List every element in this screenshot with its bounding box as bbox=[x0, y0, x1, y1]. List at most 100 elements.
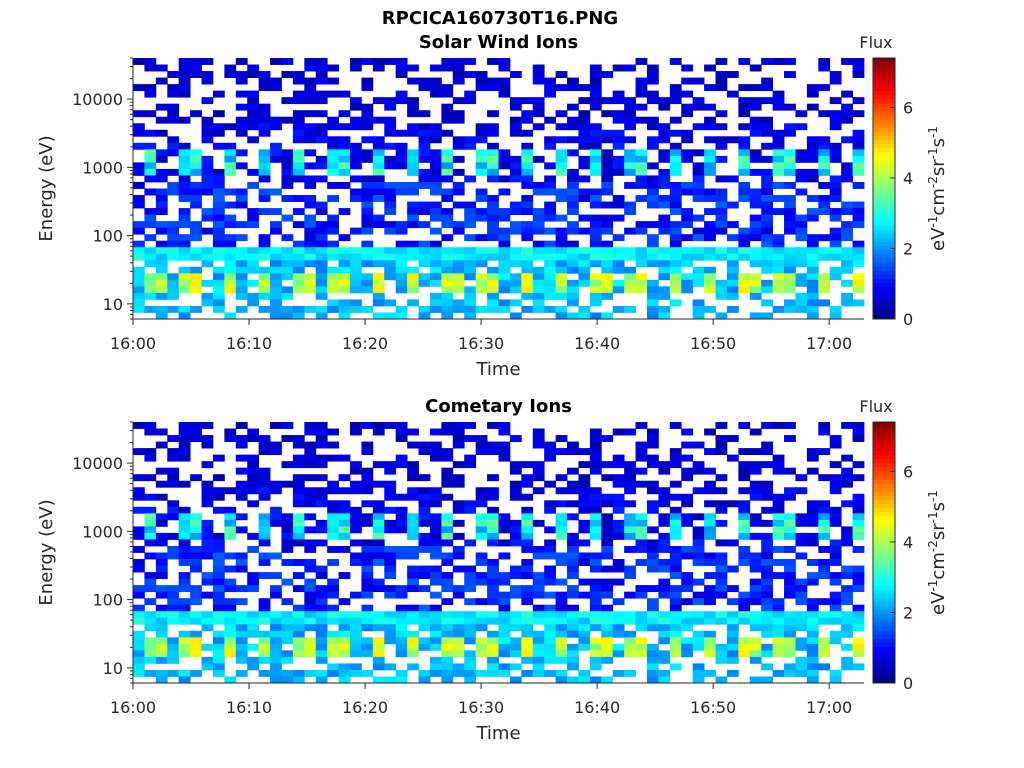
heatmap-cell bbox=[669, 227, 682, 235]
heatmap-cell bbox=[646, 643, 659, 651]
heatmap-cell bbox=[327, 279, 339, 287]
heatmap-cell bbox=[624, 513, 636, 521]
heatmap-cell bbox=[441, 428, 454, 436]
heatmap-cell bbox=[829, 604, 842, 612]
heatmap-cell bbox=[498, 591, 511, 599]
heatmap-cell bbox=[601, 545, 614, 553]
heatmap-cell bbox=[646, 526, 659, 534]
heatmap-cell bbox=[155, 286, 168, 294]
heatmap-cell bbox=[818, 181, 831, 189]
heatmap-cell bbox=[829, 253, 842, 261]
heatmap-cell bbox=[292, 676, 305, 684]
heatmap-cell bbox=[509, 591, 522, 599]
heatmap-cell bbox=[841, 591, 853, 599]
heatmap-cell bbox=[532, 253, 545, 261]
heatmap-cell bbox=[418, 572, 431, 580]
heatmap-cell bbox=[487, 208, 499, 216]
heatmap-cell bbox=[384, 312, 397, 320]
heatmap-cell bbox=[418, 201, 431, 209]
heatmap-cell bbox=[315, 643, 328, 651]
heatmap-cell bbox=[144, 90, 157, 98]
heatmap-cell bbox=[304, 578, 317, 586]
heatmap-cell bbox=[509, 162, 522, 170]
heatmap-cell bbox=[350, 611, 362, 619]
heatmap-cell bbox=[155, 312, 168, 320]
heatmap-cell bbox=[795, 643, 808, 651]
heatmap-cell bbox=[852, 604, 865, 612]
heatmap-cell bbox=[429, 175, 442, 183]
heatmap-cell bbox=[567, 585, 579, 593]
heatmap-cell bbox=[715, 552, 728, 560]
heatmap-cell bbox=[372, 247, 385, 255]
heatmap-cell bbox=[441, 266, 454, 274]
heatmap-cell bbox=[761, 545, 774, 553]
heatmap-cell bbox=[418, 585, 431, 593]
heatmap-cell bbox=[247, 532, 260, 540]
heatmap-cell bbox=[829, 247, 842, 255]
heatmap-cell bbox=[487, 162, 499, 170]
heatmap-cell bbox=[372, 617, 385, 625]
colorbar-swatch bbox=[873, 581, 895, 586]
heatmap-cell bbox=[544, 305, 557, 313]
heatmap-cell bbox=[441, 598, 454, 606]
heatmap-cell bbox=[487, 253, 499, 261]
heatmap-cell bbox=[829, 539, 842, 547]
heatmap-cell bbox=[669, 97, 682, 105]
heatmap-cell bbox=[338, 253, 351, 261]
heatmap-cell bbox=[475, 84, 488, 92]
heatmap-cell bbox=[224, 162, 237, 170]
heatmap-cell bbox=[749, 624, 762, 632]
heatmap-cell bbox=[544, 201, 557, 209]
heatmap-cell bbox=[841, 247, 853, 255]
heatmap-cell bbox=[235, 286, 248, 294]
heatmap-cell bbox=[521, 474, 534, 482]
heatmap-cell bbox=[772, 240, 785, 248]
heatmap-cell bbox=[749, 585, 762, 593]
heatmap-cell bbox=[555, 578, 568, 586]
heatmap-cell bbox=[784, 71, 796, 78]
heatmap-cell bbox=[304, 591, 317, 599]
heatmap-cell bbox=[235, 266, 248, 274]
colorbar-swatch bbox=[873, 286, 895, 291]
heatmap-cell bbox=[635, 175, 648, 183]
heatmap-cell bbox=[532, 286, 545, 294]
heatmap-cell bbox=[281, 58, 294, 65]
heatmap-cell bbox=[167, 611, 180, 619]
heatmap-cell bbox=[852, 155, 865, 163]
heatmap-cell bbox=[475, 611, 488, 619]
heatmap-cell bbox=[692, 539, 705, 547]
heatmap-cell bbox=[235, 71, 248, 78]
heatmap-cell bbox=[292, 208, 305, 216]
heatmap-cell bbox=[829, 637, 842, 645]
heatmap-cell bbox=[852, 650, 865, 658]
heatmap-cell bbox=[475, 598, 488, 606]
heatmap-cell bbox=[441, 448, 454, 456]
heatmap-cell bbox=[749, 253, 762, 261]
heatmap-cell bbox=[361, 84, 374, 92]
heatmap-cell bbox=[784, 624, 796, 632]
heatmap-cell bbox=[726, 435, 739, 442]
heatmap-cell bbox=[361, 175, 374, 183]
heatmap-cell bbox=[761, 299, 774, 307]
heatmap-cell bbox=[212, 110, 225, 118]
heatmap-cell bbox=[806, 500, 819, 508]
heatmap-cell bbox=[338, 663, 351, 671]
heatmap-cell bbox=[658, 650, 671, 658]
heatmap-cell bbox=[761, 58, 774, 65]
heatmap-cell bbox=[327, 454, 339, 462]
heatmap-cell bbox=[635, 77, 648, 85]
heatmap-cell bbox=[304, 493, 317, 501]
heatmap-cell bbox=[235, 247, 248, 255]
heatmap-cell bbox=[715, 155, 728, 163]
heatmap-cell bbox=[784, 422, 796, 429]
heatmap-cell bbox=[418, 253, 431, 261]
heatmap-cell bbox=[612, 142, 625, 150]
heatmap-cell bbox=[818, 168, 831, 176]
heatmap-cell bbox=[281, 97, 294, 105]
heatmap-cell bbox=[315, 253, 328, 261]
heatmap-cell bbox=[509, 572, 522, 580]
heatmap-cell bbox=[669, 422, 682, 429]
heatmap-cell bbox=[452, 585, 465, 593]
heatmap-cell bbox=[761, 591, 774, 599]
heatmap-cell bbox=[270, 611, 282, 619]
